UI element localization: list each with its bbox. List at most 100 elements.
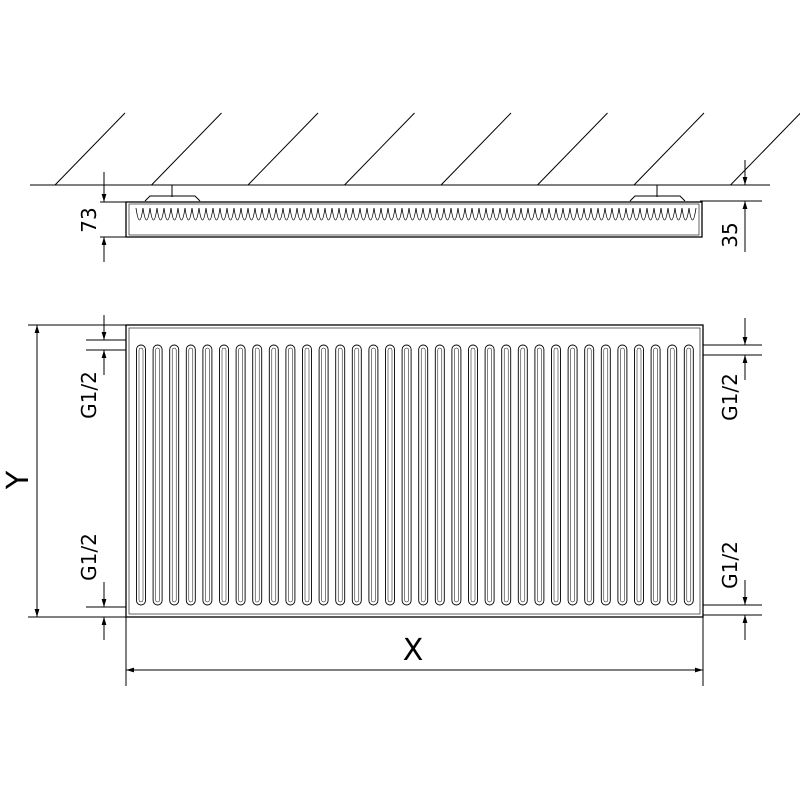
convector-fin (583, 207, 592, 221)
hatch-line (344, 112, 415, 186)
left-top-connection-label: G1/2 (77, 371, 101, 419)
convector-fin (380, 207, 389, 221)
panel-flute (451, 344, 462, 606)
hatch-line (151, 112, 222, 186)
panel-flute-inner (354, 347, 360, 603)
convector-fins (135, 207, 697, 221)
convector-fin (646, 207, 655, 221)
panel-flute-inner (603, 347, 609, 603)
convector-fin (611, 207, 620, 221)
convector-fin (233, 207, 242, 221)
panel-flute-inner (570, 347, 575, 603)
panel-flute (185, 344, 196, 606)
convector-fin (289, 207, 298, 221)
panel-flute (152, 344, 163, 606)
convector-fin (170, 207, 179, 221)
hatch-line (537, 112, 608, 186)
convector-fin (156, 207, 165, 221)
convector-fin (450, 207, 459, 221)
convector-fin (625, 207, 634, 221)
convector-fin (429, 207, 438, 221)
radiator-panel (125, 324, 704, 618)
panel-flute-inner (437, 347, 443, 603)
panel-flute-inner (620, 347, 625, 603)
panel-flute-inner (271, 347, 277, 603)
panel-flute (302, 344, 312, 606)
hatch-line (730, 112, 800, 186)
panel-flute-inner (636, 347, 642, 603)
panel-flute (252, 344, 263, 606)
wall-hatching (54, 112, 800, 186)
convector-fin (422, 207, 431, 221)
panel-flute-inner (337, 347, 343, 603)
panel-flute (650, 344, 661, 606)
convector-fin (219, 207, 228, 221)
panel-flute-inner (238, 347, 243, 603)
convector-fin (142, 207, 151, 221)
convector-fin (492, 207, 501, 221)
convector-fin (163, 207, 172, 221)
panel-flute (551, 344, 561, 606)
convector-fin (191, 207, 200, 221)
convector-fin (415, 207, 424, 221)
panel-flute (202, 344, 213, 606)
panel-flute-inner (537, 347, 542, 603)
convector-fin (569, 207, 578, 221)
convector-fin (331, 207, 340, 221)
left-top-connection (86, 339, 126, 351)
panel-flute-inner (304, 347, 310, 603)
convector-fin (632, 207, 641, 221)
panel-flute-inner (503, 347, 509, 603)
panel-flute (600, 344, 611, 606)
panel-flute (368, 344, 379, 606)
convector-fin (457, 207, 466, 221)
convector-fin (359, 207, 368, 221)
convector-fin (674, 207, 683, 221)
panel-flute (268, 344, 279, 606)
convector-fin (296, 207, 305, 221)
panel-flute (634, 344, 644, 606)
convector-fin (184, 207, 193, 221)
convector-fin (408, 207, 417, 221)
panel-flute (434, 344, 445, 606)
right-bottom-connection (703, 604, 762, 616)
convector-fin (401, 207, 410, 221)
convector-fin (275, 207, 284, 221)
panel-flute-inner (653, 347, 658, 603)
panel-flute (468, 344, 478, 606)
convector-fin (177, 207, 186, 221)
panel-flute-inner (188, 347, 194, 603)
convector-fin (149, 207, 158, 221)
panel-flute (169, 344, 180, 606)
panel-flute-inner (371, 347, 376, 603)
panel-flute (401, 344, 412, 606)
convector-fin (667, 207, 676, 221)
panel-flute (617, 344, 628, 606)
panel-flute-inner (155, 347, 160, 603)
convector-fin (485, 207, 494, 221)
panel-flute-inner (138, 347, 144, 603)
convector-fin (345, 207, 354, 221)
panel-flute (501, 344, 512, 606)
panel-flutes (136, 344, 694, 606)
convector-fin (324, 207, 333, 221)
panel-flute-inner (669, 347, 675, 603)
panel-flute-inner (686, 347, 692, 603)
panel-flute (351, 344, 362, 606)
height-dimension (28, 324, 126, 618)
panel-flute-inner (520, 347, 526, 603)
connection-dimensions (101, 315, 748, 640)
convector-fin (660, 207, 669, 221)
height-label: Y (1, 470, 36, 490)
panel-flute-inner (454, 347, 459, 603)
convector-fin (205, 207, 214, 221)
width-label: X (403, 633, 424, 668)
panel-flute-inner (487, 347, 492, 603)
panel-flute-inner (171, 347, 177, 603)
panel-flute-inner (321, 347, 326, 603)
panel-flute-inner (387, 347, 393, 603)
convector-fin (513, 207, 522, 221)
hatch-line (247, 112, 319, 186)
panel-flute-inner (404, 347, 409, 603)
